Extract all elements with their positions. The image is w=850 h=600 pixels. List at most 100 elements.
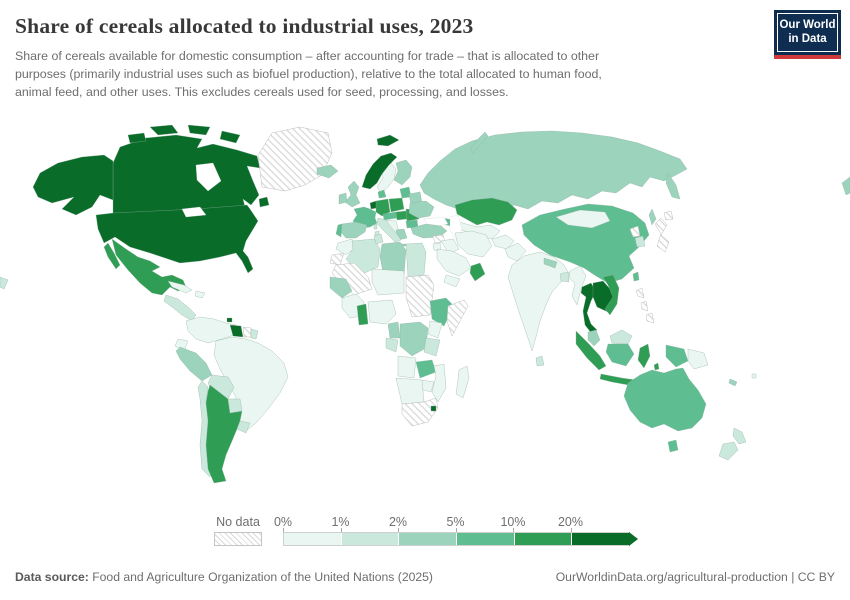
country-sri_lanka[interactable] xyxy=(535,355,545,367)
country-nz[interactable] xyxy=(718,441,739,461)
country-niger_chad[interactable] xyxy=(371,268,405,296)
country-philippines[interactable] xyxy=(640,300,649,312)
country-nepal[interactable] xyxy=(543,257,558,269)
country-egypt[interactable] xyxy=(405,242,427,278)
legend-no-data-swatch[interactable] xyxy=(214,532,262,546)
country-angola[interactable] xyxy=(397,355,417,379)
country-canada[interactable] xyxy=(127,132,147,144)
legend-color-segment[interactable] xyxy=(572,533,630,545)
country-denmark[interactable] xyxy=(377,189,387,199)
country-russia[interactable] xyxy=(648,208,657,226)
legend-color-segment[interactable] xyxy=(457,533,515,545)
legend-color-segment[interactable] xyxy=(514,533,573,545)
country-canada[interactable] xyxy=(219,130,241,144)
country-guyana[interactable] xyxy=(229,324,244,338)
country-taiwan[interactable] xyxy=(632,271,640,282)
country-drc[interactable] xyxy=(399,321,429,357)
country-australia[interactable] xyxy=(667,439,679,453)
country-senegal_guinea[interactable] xyxy=(329,276,353,299)
country-mexico[interactable] xyxy=(111,238,187,296)
country-pakistan[interactable] xyxy=(504,242,527,262)
country-italy[interactable] xyxy=(376,217,402,243)
country-canada[interactable] xyxy=(112,134,261,218)
country-central_asia[interactable] xyxy=(458,221,501,240)
country-mexico[interactable] xyxy=(103,242,121,270)
country-sudan[interactable] xyxy=(405,274,435,318)
country-usa[interactable] xyxy=(95,204,259,274)
country-ireland[interactable] xyxy=(338,192,348,205)
country-west_papua[interactable] xyxy=(665,344,689,368)
country-mongolia[interactable] xyxy=(555,209,611,229)
country-kazakhstan[interactable] xyxy=(454,197,518,226)
country-turkey[interactable] xyxy=(410,223,448,239)
country-mozambique[interactable] xyxy=(431,363,447,403)
country-russia[interactable] xyxy=(419,130,688,214)
attribution-text[interactable]: OurWorldinData.org/agricultural-producti… xyxy=(555,570,835,584)
country-india[interactable] xyxy=(507,251,571,352)
legend-color-segment[interactable] xyxy=(284,533,342,545)
country-maluku[interactable] xyxy=(653,362,660,371)
country-namibia_botswana[interactable] xyxy=(395,377,425,405)
country-afghanistan[interactable] xyxy=(491,234,515,250)
country-zambia[interactable] xyxy=(415,359,437,379)
country-saudi[interactable] xyxy=(436,248,472,277)
country-canada[interactable] xyxy=(149,125,179,136)
country-new_caledonia[interactable] xyxy=(728,378,738,387)
country-peru[interactable] xyxy=(175,346,213,382)
country-png[interactable] xyxy=(687,348,709,370)
country-uruguay[interactable] xyxy=(236,420,251,434)
country-sumatra[interactable] xyxy=(575,330,607,371)
country-iraq[interactable] xyxy=(440,238,460,255)
legend-color-segment[interactable] xyxy=(399,533,458,545)
country-spain[interactable] xyxy=(339,221,368,239)
country-japan[interactable] xyxy=(654,217,670,253)
country-fiji[interactable] xyxy=(751,373,757,379)
country-eswatini[interactable] xyxy=(430,405,437,412)
country-mauritania_mali[interactable] xyxy=(331,262,373,296)
country-malaysia_pen[interactable] xyxy=(587,329,601,347)
country-norway[interactable] xyxy=(376,134,400,147)
country-nigeria[interactable] xyxy=(367,299,397,325)
world-map[interactable] xyxy=(0,125,850,505)
country-tunisia[interactable] xyxy=(373,233,384,245)
country-gabon_congo[interactable] xyxy=(385,337,399,353)
country-japan[interactable] xyxy=(663,210,674,221)
country-borneo_my[interactable] xyxy=(609,329,633,345)
country-canada[interactable] xyxy=(258,196,270,208)
country-sulawesi[interactable] xyxy=(637,343,651,369)
country-madagascar[interactable] xyxy=(455,365,470,399)
country-central_america[interactable] xyxy=(163,294,197,322)
country-myanmar[interactable] xyxy=(568,265,587,306)
country-korea_n[interactable] xyxy=(629,225,641,238)
country-uk[interactable] xyxy=(344,180,361,208)
country-yemen[interactable] xyxy=(443,274,461,288)
country-korea_s[interactable] xyxy=(634,235,646,248)
country-cameroon[interactable] xyxy=(387,321,401,339)
country-sweden[interactable] xyxy=(376,162,397,194)
country-hungary_slovakia[interactable] xyxy=(395,210,408,221)
country-south_africa[interactable] xyxy=(401,397,439,427)
legend-color-segment[interactable] xyxy=(341,533,400,545)
country-cuba[interactable] xyxy=(167,280,193,294)
country-kenya[interactable] xyxy=(427,320,443,339)
country-finland[interactable] xyxy=(393,159,413,186)
country-usa[interactable] xyxy=(32,154,114,216)
country-italy[interactable] xyxy=(373,223,378,230)
country-greenland[interactable] xyxy=(257,126,333,192)
country-oman[interactable] xyxy=(469,262,486,282)
country-somalia[interactable] xyxy=(446,299,469,337)
country-nz[interactable] xyxy=(0,276,9,290)
country-ukraine[interactable] xyxy=(408,200,435,219)
country-china[interactable] xyxy=(521,203,650,284)
country-fr_guiana[interactable] xyxy=(250,328,259,340)
country-philippines[interactable] xyxy=(645,312,655,324)
country-paraguay[interactable] xyxy=(227,398,243,414)
country-w_sahara[interactable] xyxy=(329,252,345,266)
country-russia[interactable] xyxy=(665,172,681,200)
country-morocco[interactable] xyxy=(335,238,357,256)
country-trinidad[interactable] xyxy=(226,317,233,323)
country-vietnam[interactable] xyxy=(602,274,620,316)
country-poland[interactable] xyxy=(388,197,405,213)
country-norway[interactable] xyxy=(361,152,398,190)
country-hispaniola[interactable] xyxy=(194,290,206,299)
